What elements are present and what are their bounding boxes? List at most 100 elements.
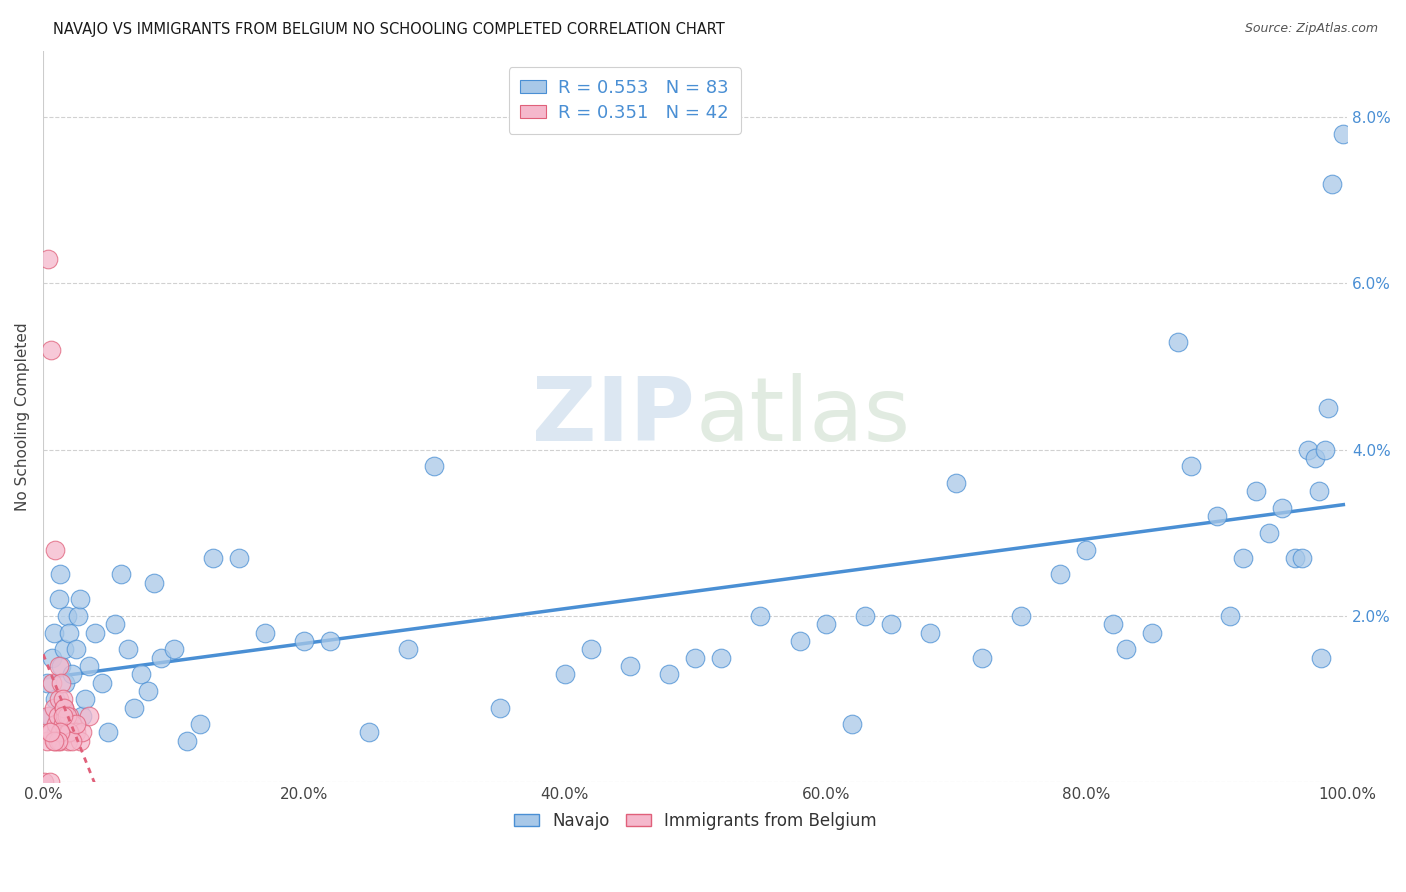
Point: [53, 725, 76, 739]
Point: [38, 725, 60, 739]
Point: [58, 709, 80, 723]
Point: [60, 717, 83, 731]
Point: [1140, 625, 1163, 640]
Text: atlas: atlas: [695, 373, 910, 460]
Point: [1303, 451, 1326, 466]
Point: [53, 709, 76, 723]
Point: [48, 659, 70, 673]
Point: [1291, 550, 1313, 565]
Point: [683, 650, 706, 665]
Point: [1219, 609, 1241, 624]
Point: [46, 709, 69, 723]
Point: [1310, 650, 1333, 665]
Point: [49, 567, 72, 582]
Point: [42, 700, 65, 714]
Point: [1258, 525, 1281, 540]
Point: [1320, 177, 1343, 191]
Point: [945, 476, 967, 491]
Point: [51, 675, 73, 690]
Text: ZIP: ZIP: [533, 373, 695, 460]
Point: [228, 550, 250, 565]
Point: [1115, 642, 1137, 657]
Point: [104, 617, 127, 632]
Point: [1232, 550, 1254, 565]
Point: [110, 567, 132, 582]
Point: [201, 550, 224, 565]
Point: [48, 692, 70, 706]
Point: [1076, 542, 1098, 557]
Point: [488, 700, 510, 714]
Point: [58, 625, 80, 640]
Point: [41, 675, 63, 690]
Point: [1316, 401, 1339, 416]
Point: [814, 617, 837, 632]
Point: [1049, 567, 1071, 582]
Point: [41, 650, 63, 665]
Point: [176, 733, 198, 747]
Point: [48, 592, 70, 607]
Point: [55, 709, 77, 723]
Point: [319, 634, 342, 648]
Point: [789, 634, 811, 648]
Point: [1331, 127, 1354, 141]
Y-axis label: No Schooling Completed: No Schooling Completed: [15, 322, 30, 511]
Point: [53, 700, 76, 714]
Point: [124, 700, 146, 714]
Point: [841, 717, 863, 731]
Point: [53, 675, 76, 690]
Point: [162, 642, 184, 657]
Point: [65, 717, 87, 731]
Point: [39, 343, 62, 357]
Point: [117, 642, 139, 657]
Point: [1313, 442, 1336, 457]
Point: [44, 692, 66, 706]
Point: [918, 625, 941, 640]
Point: [77, 709, 100, 723]
Point: [1244, 484, 1267, 499]
Point: [84, 625, 107, 640]
Point: [56, 725, 79, 739]
Point: [37, 675, 59, 690]
Point: [53, 700, 76, 714]
Point: [42, 625, 65, 640]
Point: [710, 650, 733, 665]
Point: [65, 642, 87, 657]
Point: [396, 642, 419, 657]
Point: [69, 733, 91, 747]
Point: [1296, 442, 1319, 457]
Point: [67, 609, 90, 624]
Point: [58, 725, 80, 739]
Point: [49, 725, 72, 739]
Point: [1271, 500, 1294, 515]
Point: [149, 650, 172, 665]
Point: [52, 700, 75, 714]
Point: [46, 733, 69, 747]
Point: [37, 709, 59, 723]
Point: [143, 575, 166, 590]
Point: [1308, 484, 1330, 499]
Point: [359, 725, 381, 739]
Legend: Navajo, Immigrants from Belgium: Navajo, Immigrants from Belgium: [508, 805, 883, 836]
Point: [55, 609, 77, 624]
Point: [72, 709, 94, 723]
Point: [38, 709, 60, 723]
Point: [853, 609, 876, 624]
Point: [880, 617, 903, 632]
Point: [44, 542, 66, 557]
Point: [34, 775, 56, 789]
Point: [51, 659, 73, 673]
Point: [56, 733, 79, 747]
Point: [44, 733, 66, 747]
Point: [1167, 334, 1189, 349]
Point: [749, 609, 772, 624]
Point: [1284, 550, 1306, 565]
Point: [1205, 509, 1227, 524]
Point: [579, 642, 602, 657]
Point: [658, 667, 681, 681]
Point: [554, 667, 576, 681]
Point: [65, 725, 87, 739]
Point: [292, 634, 315, 648]
Point: [51, 725, 73, 739]
Point: [53, 642, 76, 657]
Point: [52, 709, 75, 723]
